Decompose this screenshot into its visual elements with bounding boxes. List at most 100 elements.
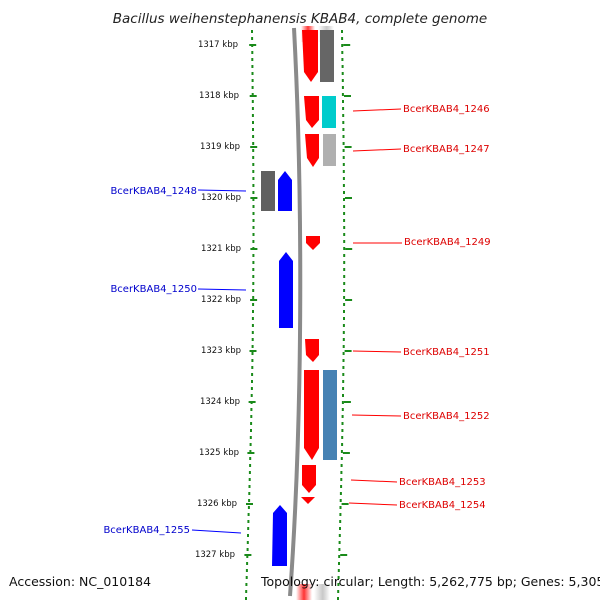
- tick-dot: [246, 555, 249, 558]
- gene-label[interactable]: BcerKBAB4_1250: [110, 284, 197, 295]
- gene-label[interactable]: BcerKBAB4_1247: [403, 144, 490, 155]
- tick-dot: [343, 282, 346, 285]
- major-tick: [250, 197, 258, 199]
- tick-dot: [343, 233, 346, 236]
- genome-backbone: [288, 27, 303, 597]
- cog-box[interactable]: [261, 171, 275, 211]
- tick-dot: [249, 443, 252, 446]
- tick-dot: [247, 506, 250, 509]
- tick-dot: [342, 149, 345, 152]
- cog-box[interactable]: [323, 134, 336, 166]
- tick-dot: [249, 457, 252, 460]
- gene-label[interactable]: BcerKBAB4_1246: [403, 104, 490, 115]
- tick-dot: [343, 212, 346, 215]
- cds-arrow-forward[interactable]: [306, 236, 320, 250]
- tick-dot: [338, 555, 341, 558]
- tick-dot: [339, 513, 342, 516]
- tick-dot: [252, 170, 255, 173]
- gene-label[interactable]: BcerKBAB4_1252: [403, 411, 490, 422]
- tick-dot: [343, 219, 346, 222]
- tick-dot: [338, 548, 341, 551]
- tick-dot: [338, 541, 341, 544]
- tick-dot: [252, 128, 254, 131]
- tick-dot: [251, 345, 254, 348]
- tick-dot: [342, 387, 345, 390]
- tick-dot: [341, 401, 344, 404]
- cds-arrow-forward[interactable]: [302, 465, 316, 493]
- scale-label: 1321 kbp: [201, 244, 241, 254]
- tick-dot: [248, 485, 251, 488]
- tick-dot: [342, 324, 345, 327]
- cds-arrow-reverse[interactable]: [279, 252, 293, 328]
- major-tick: [249, 350, 257, 352]
- tick-dot: [342, 121, 345, 124]
- tick-dot: [340, 478, 343, 481]
- tick-dot: [251, 72, 254, 75]
- tick-dot: [340, 464, 343, 467]
- major-tick: [345, 197, 352, 199]
- tick-dot: [252, 149, 255, 152]
- major-tick: [344, 146, 352, 148]
- tick-dot: [337, 597, 339, 600]
- cog-box[interactable]: [323, 370, 337, 460]
- tick-dot: [252, 184, 255, 187]
- cds-arrow-reverse[interactable]: [272, 505, 287, 566]
- tick-dot: [245, 583, 248, 586]
- gene-label[interactable]: BcerKBAB4_1249: [404, 237, 491, 248]
- tick-dot: [342, 338, 345, 341]
- major-tick: [244, 554, 252, 556]
- cog-box[interactable]: [320, 30, 334, 82]
- tick-dot: [252, 121, 254, 124]
- tick-dot: [343, 198, 345, 201]
- gene-label[interactable]: BcerKBAB4_1253: [399, 477, 486, 488]
- cds-arrow-forward[interactable]: [305, 134, 319, 167]
- tick-dot: [248, 499, 251, 502]
- map-title: Bacillus weihenstephanensis KBAB4, compl…: [113, 11, 487, 27]
- tick-dot: [252, 261, 255, 264]
- tick-dot: [343, 296, 346, 299]
- tick-dot: [246, 541, 249, 544]
- tick-dot: [251, 100, 254, 103]
- tick-dot: [343, 191, 345, 194]
- tick-dot: [252, 268, 255, 271]
- major-tick: [343, 401, 351, 403]
- scale-label: 1318 kbp: [199, 91, 239, 101]
- tick-dot: [251, 30, 253, 33]
- tick-dot: [246, 562, 249, 565]
- tick-dot: [252, 233, 255, 236]
- tick-dot: [341, 51, 344, 54]
- gene-label[interactable]: BcerKBAB4_1248: [110, 186, 197, 197]
- tick-dot: [343, 317, 345, 320]
- tick-dot: [250, 429, 252, 432]
- major-tick: [344, 350, 352, 352]
- major-tick: [250, 248, 258, 250]
- cds-arrow-reverse[interactable]: [278, 171, 292, 211]
- label-leader-lines: [191, 108, 402, 534]
- tick-dot: [342, 135, 345, 138]
- tick-dot: [251, 58, 254, 61]
- tick-dot: [245, 597, 247, 600]
- tick-dot: [252, 135, 255, 138]
- cog-box[interactable]: [322, 96, 336, 128]
- scale-ticks: [244, 44, 353, 556]
- cds-arrow-forward[interactable]: [304, 370, 319, 460]
- major-tick: [342, 452, 350, 454]
- gene-label[interactable]: BcerKBAB4_1255: [103, 525, 190, 536]
- topology-text: Topology: circular; Length: 5,262,775 bp…: [261, 574, 600, 589]
- cds-arrow-forward[interactable]: [305, 339, 319, 362]
- tick-dot: [343, 247, 346, 250]
- gene-label[interactable]: BcerKBAB4_1254: [399, 500, 486, 511]
- cds-arrow-forward[interactable]: [304, 96, 319, 128]
- scale-label: 1325 kbp: [199, 448, 239, 458]
- tick-dot: [248, 478, 251, 481]
- scale-label: 1326 kbp: [197, 499, 237, 509]
- tick-dot: [247, 513, 250, 516]
- tick-dot: [341, 429, 344, 432]
- gene-label[interactable]: BcerKBAB4_1251: [403, 347, 490, 358]
- scale-labels: 1317 kbp 1318 kbp 1319 kbp 1320 kbp 1321…: [195, 40, 241, 560]
- tick-dot: [343, 261, 346, 264]
- tick-dot: [341, 79, 344, 82]
- cds-arrow-forward[interactable]: [301, 497, 315, 504]
- cds-arrow-forward[interactable]: [302, 30, 318, 82]
- accession-text: Accession: NC_010184: [9, 574, 152, 589]
